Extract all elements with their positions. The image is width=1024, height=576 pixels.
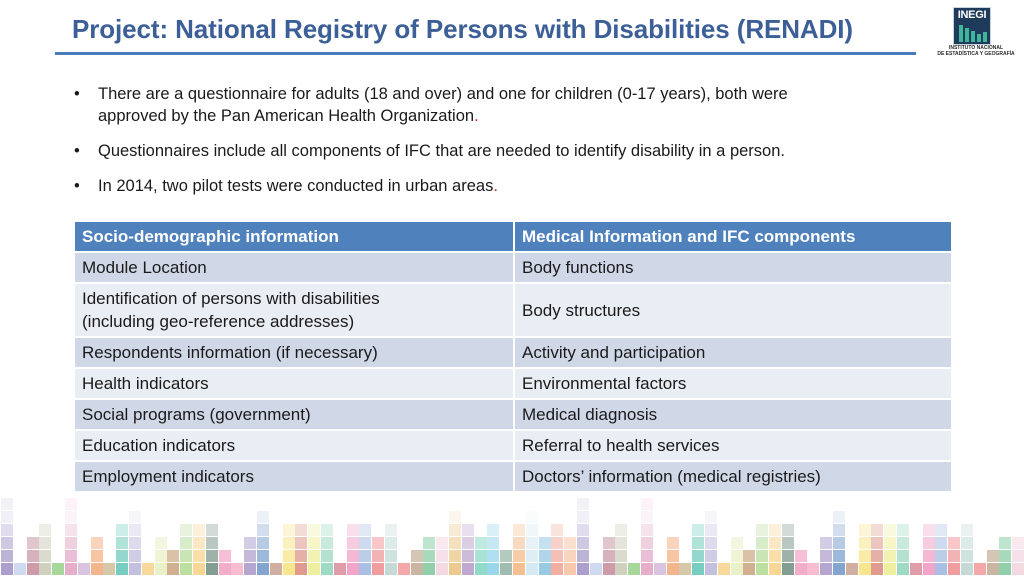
bullet-text: Questionnaires include all components of… — [98, 142, 785, 160]
table-row: Respondents information (if necessary) A… — [75, 337, 951, 369]
table-cell: Employment indicators — [75, 461, 514, 493]
logo-bars-icon — [958, 23, 987, 42]
table-row: Social programs (government) Medical dia… — [75, 399, 951, 431]
bullet-text: There are a questionnaire for adults (18… — [98, 85, 788, 103]
bullet-list: • There are a questionnaire for adults (… — [72, 83, 932, 210]
inegi-logo-mark: INEGI — [953, 7, 991, 45]
table-row: Employment indicators Doctors’ informati… — [75, 461, 951, 493]
table-row: Identification of persons with disabilit… — [75, 283, 951, 338]
bullet-marker: • — [74, 142, 80, 160]
table-cell: Social programs (government) — [75, 399, 514, 431]
bullet-item: • There are a questionnaire for adults (… — [72, 83, 932, 127]
table-header-row: Socio-demographic information Medical In… — [75, 222, 951, 253]
table-cell: Activity and participation — [513, 337, 951, 369]
title-underline — [55, 52, 916, 55]
column-header-medical-ifc: Medical Information and IFC components — [513, 222, 951, 253]
logo-caption-line1: INSTITUTO NACIONAL — [948, 45, 1004, 51]
decorative-bar-pattern — [0, 498, 1024, 576]
bullet-marker: • — [74, 177, 80, 195]
table-cell: Referral to health services — [513, 430, 951, 462]
bullet-text: In 2014, two pilot tests were conducted … — [98, 177, 494, 195]
table-cell: Body structures — [513, 283, 951, 338]
logo-caption-line2: DE ESTADÍSTICA Y GEOGRAFÍA — [937, 51, 1015, 57]
table-row: Health indicators Environmental factors — [75, 368, 951, 400]
table-cell: Education indicators — [75, 430, 514, 462]
components-table: Socio-demographic information Medical In… — [75, 222, 951, 493]
table-cell: Health indicators — [75, 368, 514, 400]
bullet-item: • In 2014, two pilot tests were conducte… — [72, 175, 932, 197]
table-cell: Module Location — [75, 252, 514, 284]
bullet-marker: • — [74, 85, 80, 103]
bullet-end-mark: . — [474, 107, 479, 125]
table-row: Module Location Body functions — [75, 252, 951, 284]
cell-text-line2: (including geo-reference addresses) — [82, 312, 355, 331]
logo-acronym: INEGI — [957, 9, 987, 21]
table-cell: Medical diagnosis — [513, 399, 951, 431]
column-header-socio-demographic: Socio-demographic information — [75, 222, 514, 253]
table-row: Education indicators Referral to health … — [75, 430, 951, 462]
cell-text-line1: Identification of persons with disabilit… — [82, 289, 380, 308]
table-cell: Environmental factors — [513, 368, 951, 400]
table-cell: Body functions — [513, 252, 951, 284]
slide-title: Project: National Registry of Persons wi… — [72, 14, 853, 44]
table-cell: Doctors’ information (medical registries… — [513, 461, 951, 493]
table-cell: Identification of persons with disabilit… — [75, 283, 514, 338]
bullet-item: • Questionnaires include all components … — [72, 140, 932, 162]
bullet-end-mark: . — [493, 177, 498, 195]
table-cell: Respondents information (if necessary) — [75, 337, 514, 369]
bullet-text-cont: approved by the Pan American Health Orga… — [98, 107, 475, 125]
logo-caption: INSTITUTO NACIONAL DE ESTADÍSTICA Y GEOG… — [929, 45, 1023, 57]
inegi-logo: INEGI INSTITUTO NACIONAL DE ESTADÍSTICA … — [929, 7, 1023, 57]
